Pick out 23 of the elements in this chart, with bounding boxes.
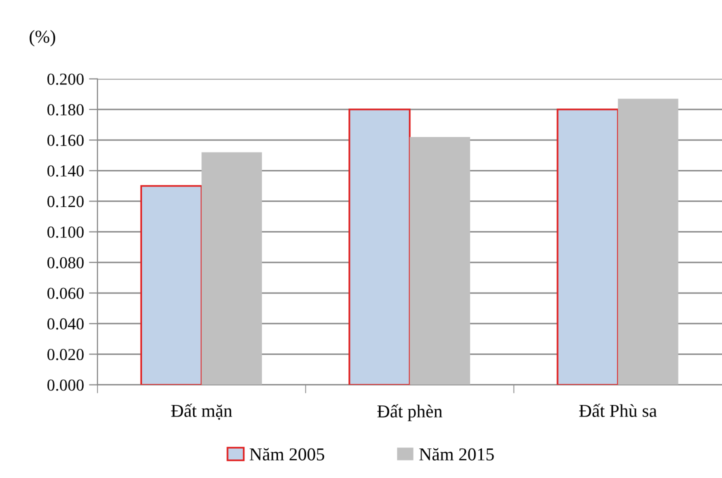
y-axis-title: (%) xyxy=(30,30,56,46)
y-tick-label: 0.000 xyxy=(47,379,84,391)
y-tick-label: 0.200 xyxy=(47,74,84,85)
bar xyxy=(410,136,470,385)
y-tick-label: 0.080 xyxy=(47,257,84,268)
bar xyxy=(618,98,678,385)
bar xyxy=(140,185,202,385)
y-tick-label: 0.020 xyxy=(47,348,84,360)
x-tick-label: Đất Phù sa xyxy=(579,404,657,417)
legend-label: Năm 2015 xyxy=(419,448,494,460)
bar xyxy=(202,152,262,385)
bar xyxy=(556,108,619,385)
y-tick-label: 0.060 xyxy=(47,288,84,300)
x-tick-label: Đất phèn xyxy=(377,404,442,422)
y-tick-label: 0.040 xyxy=(47,318,84,330)
legend-label: Năm 2005 xyxy=(250,448,324,460)
bar xyxy=(348,108,411,385)
y-tick-label: 0.180 xyxy=(47,104,84,116)
x-tick-label: Đất mặn xyxy=(171,404,232,420)
y-tick-label: 0.160 xyxy=(47,134,84,146)
y-tick-label: 0.100 xyxy=(47,226,84,238)
y-tick-label: 0.140 xyxy=(47,165,84,177)
y-tick-label: 0.120 xyxy=(47,196,84,208)
